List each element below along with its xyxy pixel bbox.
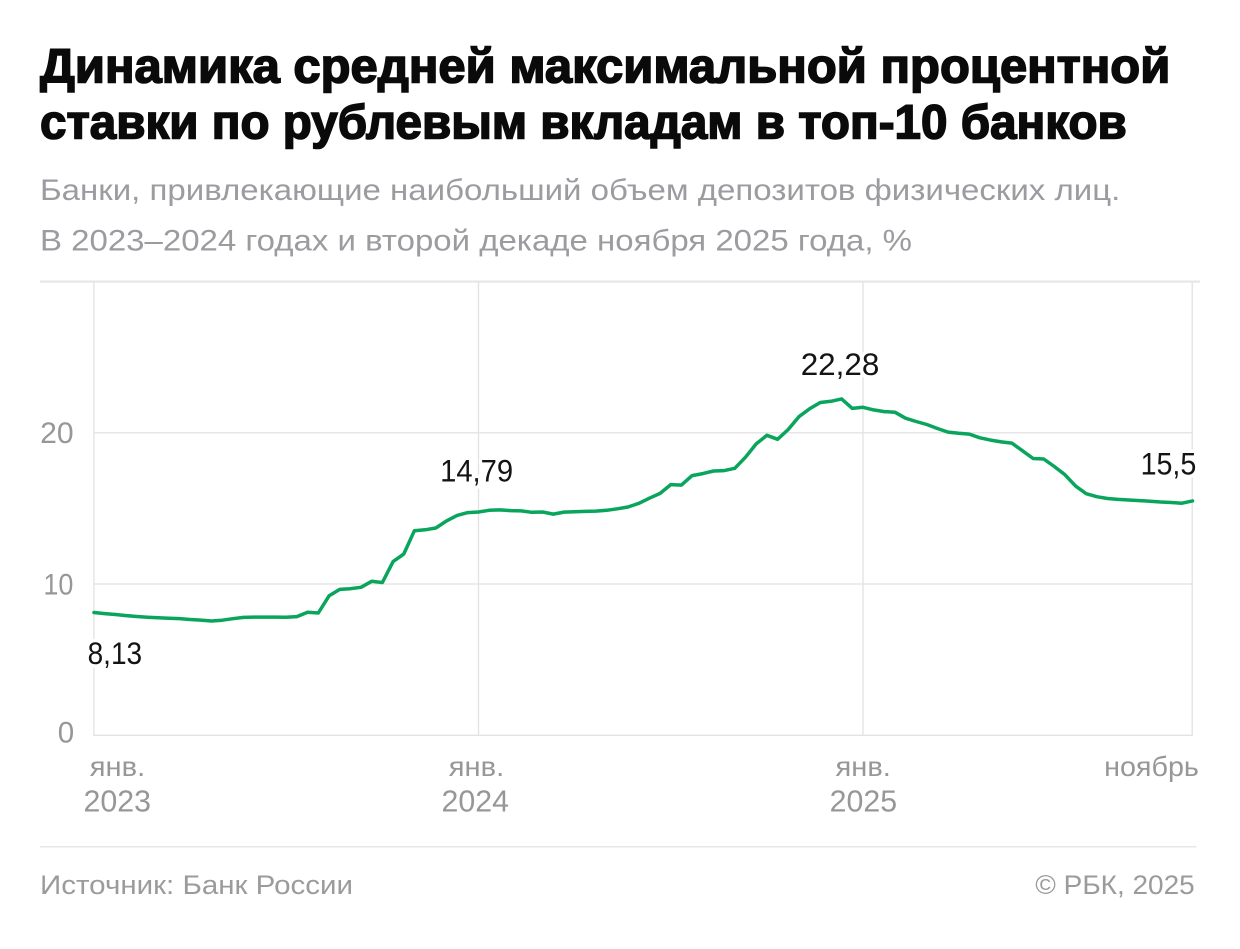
- svg-text:Банки, привлекающие наибольший: Банки, привлекающие наибольший объем деп…: [40, 174, 1120, 207]
- svg-text:14,79: 14,79: [440, 452, 513, 488]
- svg-text:20: 20: [40, 417, 74, 450]
- svg-text:В 2023–2024 годах и второй дек: В 2023–2024 годах и второй декаде ноября…: [40, 224, 912, 257]
- svg-text:2024: 2024: [442, 783, 510, 818]
- svg-text:2025: 2025: [830, 783, 898, 818]
- svg-text:янв.: янв.: [90, 751, 145, 782]
- svg-text:Источник: Банк России: Источник: Банк России: [40, 870, 353, 900]
- svg-text:янв.: янв.: [449, 751, 504, 782]
- svg-text:8,13: 8,13: [88, 635, 143, 671]
- svg-text:0: 0: [58, 717, 74, 750]
- svg-text:ноябрь: ноябрь: [1104, 751, 1199, 782]
- svg-text:22,28: 22,28: [801, 346, 880, 382]
- svg-text:15,5: 15,5: [1141, 445, 1197, 481]
- svg-text:© РБК, 2025: © РБК, 2025: [1035, 870, 1194, 900]
- svg-text:ставки по рублевым вкладам в т: ставки по рублевым вкладам в топ-10 банк…: [40, 96, 1127, 150]
- svg-text:Динамика средней максимальной: Динамика средней максимальной процентной: [40, 40, 1170, 94]
- svg-text:2023: 2023: [84, 783, 152, 818]
- svg-text:янв.: янв.: [836, 751, 891, 782]
- svg-text:10: 10: [43, 569, 73, 602]
